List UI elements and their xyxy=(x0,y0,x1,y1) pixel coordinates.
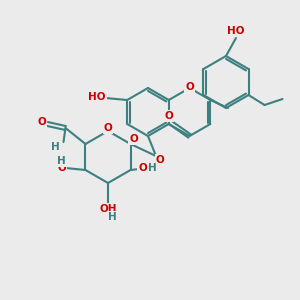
Text: O: O xyxy=(57,163,66,173)
Text: O: O xyxy=(185,82,194,92)
Text: O: O xyxy=(37,117,46,127)
Text: O: O xyxy=(138,163,147,173)
Text: O: O xyxy=(164,111,173,121)
Text: H: H xyxy=(108,212,116,222)
Text: O: O xyxy=(129,134,138,144)
Text: HO: HO xyxy=(227,26,245,36)
Text: OH: OH xyxy=(99,204,117,214)
Text: H: H xyxy=(51,142,60,152)
Text: HO: HO xyxy=(88,92,106,102)
Text: O: O xyxy=(103,123,112,133)
Text: H: H xyxy=(148,163,157,173)
Text: O: O xyxy=(156,155,164,165)
Text: H: H xyxy=(57,156,66,166)
